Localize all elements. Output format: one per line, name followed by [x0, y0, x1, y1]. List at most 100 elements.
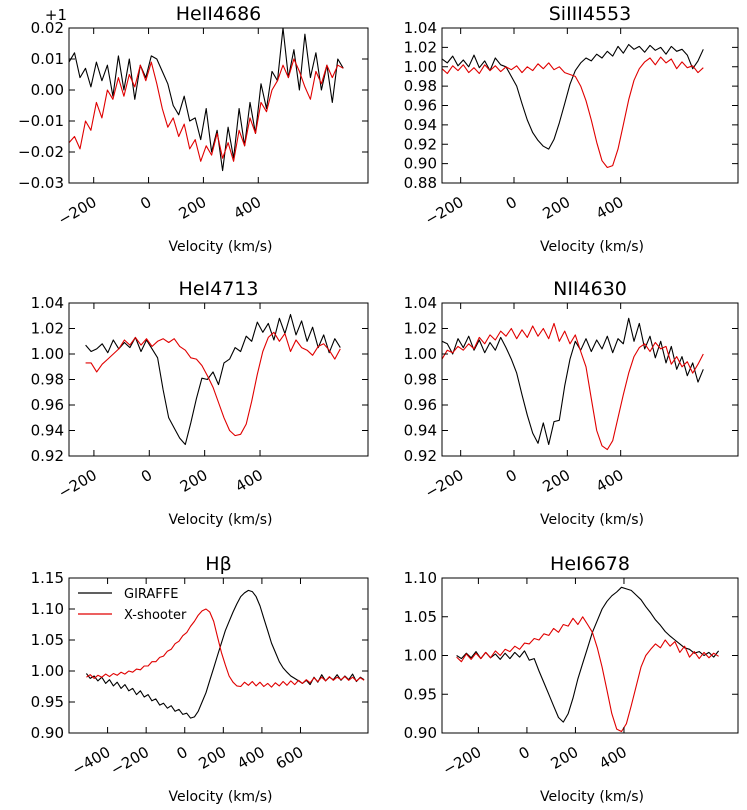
- y-tick-label: 0.96: [404, 396, 437, 414]
- y-tick-label: 0.94: [31, 422, 64, 440]
- x-axis-label: Velocity (km/s): [168, 512, 272, 528]
- x-axis-label: Velocity (km/s): [540, 239, 644, 255]
- y-tick-label: 0.92: [31, 447, 64, 465]
- y-tick-label: 0.90: [404, 155, 437, 173]
- x-tick-label: 0: [137, 193, 154, 213]
- panel-title: HeI4713: [179, 278, 259, 300]
- y-tick-label: 1.04: [404, 19, 437, 37]
- giraffe-line: [442, 43, 704, 150]
- x-tick-label: 200: [176, 193, 210, 223]
- x-tick-label: −400: [69, 743, 114, 779]
- x-tick-label: −200: [422, 193, 467, 229]
- xshooter-line: [442, 56, 704, 169]
- y-tick-label: 1.02: [404, 320, 437, 338]
- panel-2: 0.92 0.94 0.96 0.98 1.00 1.02 1.04 −200 0 200 400 H…: [31, 278, 369, 528]
- y-tick-label: 1.04: [404, 294, 437, 312]
- y-tick-label: 1.02: [404, 38, 437, 56]
- panel-0: −0.03 −0.02 −0.01 0.00 0.01 0.02 −200 0 200 400 He…: [18, 3, 369, 255]
- x-tick-label: 200: [540, 193, 574, 223]
- y-tick-label: 0.02: [31, 19, 64, 37]
- xshooter-line: [442, 322, 704, 451]
- y-tick-label: 1.04: [31, 294, 64, 312]
- y-tick-label: 1.02: [31, 320, 64, 338]
- y-tick-label: 0.96: [404, 97, 437, 115]
- plot-frame: [68, 577, 369, 734]
- y-tick-label: 0.95: [31, 693, 64, 711]
- x-axis-label: Velocity (km/s): [168, 789, 272, 805]
- panel-5: 0.90 0.95 1.00 1.05 1.10 −200 0 200 400 HeI6678 Ve…: [404, 553, 739, 805]
- y-tick-label: 0.01: [31, 50, 64, 68]
- x-tick-label: 0: [503, 193, 520, 213]
- x-tick-label: −200: [55, 193, 100, 229]
- x-tick-label: 400: [230, 193, 264, 223]
- plot-frame: [441, 27, 739, 184]
- y-tick-label: 0.94: [404, 422, 437, 440]
- y-tick-label: 0.94: [404, 116, 437, 134]
- giraffe-line: [456, 586, 720, 723]
- y-tick-label: 1.05: [404, 608, 437, 626]
- panel-title: Hβ: [205, 553, 231, 575]
- y-tick-label: −0.01: [18, 112, 64, 130]
- x-tick-label: 400: [232, 466, 266, 496]
- x-tick-label: −200: [55, 466, 100, 502]
- y-tick-label: 0.90: [404, 724, 437, 742]
- panel-title: SiIII4553: [549, 3, 632, 25]
- panel-title: HeII4686: [176, 3, 262, 25]
- y-tick-label: 0.90: [31, 724, 64, 742]
- x-tick-label: 400: [234, 743, 268, 773]
- x-tick-label: 600: [273, 743, 307, 773]
- plot-frame: [441, 577, 739, 734]
- y-tick-label: −0.02: [18, 143, 64, 161]
- y-tick-label: 0.92: [404, 447, 437, 465]
- giraffe-line: [442, 317, 704, 446]
- y-tick-label: 1.15: [31, 569, 64, 587]
- giraffe-line: [85, 589, 365, 719]
- x-tick-label: 400: [593, 193, 627, 223]
- y-tick-label: 1.10: [404, 569, 437, 587]
- plot-frame: [68, 302, 369, 457]
- x-tick-label: −200: [107, 743, 152, 779]
- panel-4: 0.90 0.95 1.00 1.05 1.10 1.15 −400−200 0 200 400 6…: [31, 553, 369, 805]
- y-tick-label: 0.96: [31, 396, 64, 414]
- legend: GIRAFFE X-shooter: [78, 587, 187, 623]
- y-tick-label: −0.03: [18, 174, 64, 192]
- panel-title: NII4630: [553, 278, 627, 300]
- y-tick-label: 0.98: [404, 371, 437, 389]
- y-tick-label: 0.98: [31, 371, 64, 389]
- y-tick-label: 1.10: [31, 600, 64, 618]
- y-tick-label: 0.88: [404, 174, 437, 192]
- y-tick-label: 0.95: [404, 685, 437, 703]
- x-tick-label: 400: [596, 743, 630, 773]
- plot-frame: [441, 302, 739, 457]
- x-axis-label: Velocity (km/s): [540, 789, 644, 805]
- x-tick-label: 0: [173, 743, 190, 763]
- xshooter-line: [86, 608, 365, 688]
- panel-1: 0.880.90 0.920.940.96 0.981.00 1.021.04 −200…: [404, 3, 739, 255]
- x-tick-label: 200: [540, 466, 574, 496]
- x-tick-label: 400: [593, 466, 627, 496]
- offset-label: +1: [45, 6, 67, 24]
- x-tick-label: 200: [196, 743, 230, 773]
- giraffe-line: [85, 313, 341, 446]
- x-tick-label: 200: [177, 466, 211, 496]
- x-tick-label: −200: [440, 743, 485, 779]
- legend-label: X-shooter: [124, 608, 187, 623]
- xshooter-line: [85, 331, 341, 437]
- x-tick-label: −200: [422, 466, 467, 502]
- y-tick-label: 1.00: [404, 647, 437, 665]
- y-tick-label: 1.00: [31, 345, 64, 363]
- y-tick-label: 0.92: [404, 135, 437, 153]
- x-axis-label: Velocity (km/s): [168, 239, 272, 255]
- y-tick-label: 1.00: [404, 58, 437, 76]
- x-tick-label: 200: [548, 743, 582, 773]
- x-tick-label: 0: [516, 743, 533, 763]
- panel-title: HeI6678: [550, 553, 630, 575]
- y-tick-label: 0.00: [31, 81, 64, 99]
- xshooter-line: [456, 616, 719, 733]
- xshooter-line: [69, 58, 344, 162]
- x-tick-label: 0: [503, 466, 520, 486]
- y-tick-label: 1.05: [31, 631, 64, 649]
- giraffe-line: [69, 28, 344, 172]
- x-axis-label: Velocity (km/s): [540, 512, 644, 528]
